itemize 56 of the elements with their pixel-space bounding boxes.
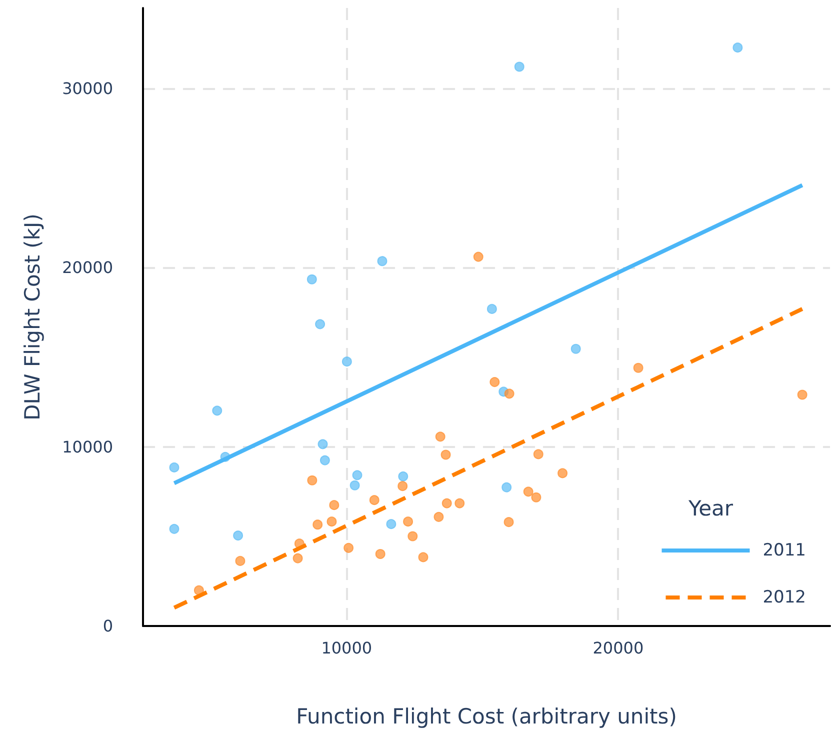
- y-tick-label: 30000: [62, 79, 113, 98]
- point: [514, 62, 524, 72]
- point: [523, 486, 534, 497]
- point: [212, 406, 222, 416]
- point: [797, 390, 808, 400]
- point: [312, 520, 323, 530]
- point: [350, 480, 360, 490]
- point: [502, 482, 512, 492]
- point: [329, 500, 340, 510]
- point: [306, 274, 317, 284]
- y-tick-label: 20000: [62, 258, 113, 278]
- point: [531, 492, 542, 502]
- point: [169, 524, 180, 534]
- point: [633, 362, 644, 373]
- legend-label: 2012: [762, 588, 806, 608]
- point: [320, 455, 330, 466]
- point: [486, 304, 497, 314]
- point: [570, 344, 581, 354]
- point: [533, 449, 544, 460]
- legend-label: 2011: [762, 540, 806, 560]
- point: [318, 439, 328, 450]
- point: [435, 432, 446, 442]
- point: [352, 470, 362, 480]
- point: [434, 512, 444, 522]
- point: [235, 556, 246, 566]
- point: [398, 481, 408, 492]
- point: [233, 530, 244, 541]
- point: [408, 531, 418, 542]
- point: [454, 498, 465, 508]
- point: [418, 552, 428, 562]
- point: [504, 517, 514, 528]
- point: [732, 42, 743, 53]
- x-axis-title: Function Flight Cost (arbitrary units): [296, 704, 677, 728]
- point: [369, 495, 380, 506]
- point: [386, 519, 396, 530]
- y-tick-label: 10000: [62, 437, 113, 456]
- point: [558, 468, 568, 478]
- point: [398, 471, 408, 482]
- legend-title: Year: [688, 496, 734, 520]
- point: [440, 450, 451, 460]
- point: [315, 319, 326, 330]
- point: [490, 377, 500, 388]
- point: [504, 388, 514, 399]
- point: [342, 356, 352, 367]
- point: [344, 542, 354, 553]
- point: [307, 475, 318, 486]
- point: [377, 256, 388, 266]
- y-axis-title: DLW Flight Cost (kJ): [20, 214, 44, 420]
- point: [375, 548, 386, 559]
- point: [169, 462, 180, 472]
- y-tick-label: 0: [102, 616, 113, 636]
- point: [292, 553, 303, 564]
- point: [326, 516, 337, 527]
- point: [403, 516, 414, 527]
- point: [442, 498, 452, 508]
- point: [473, 252, 484, 262]
